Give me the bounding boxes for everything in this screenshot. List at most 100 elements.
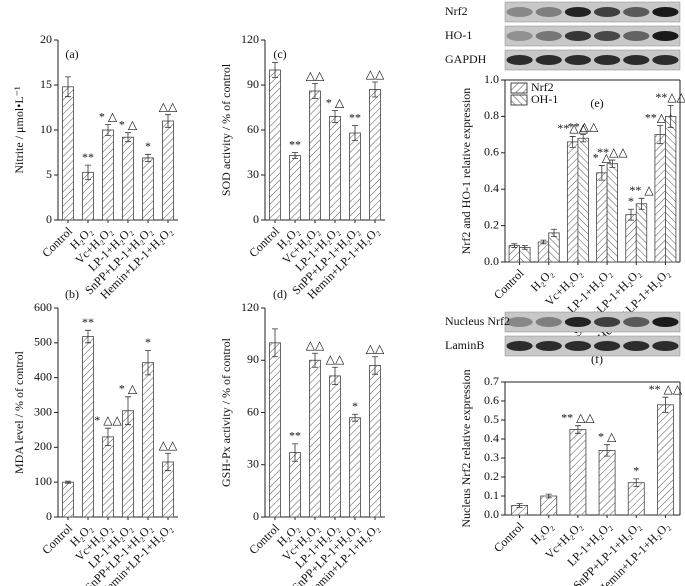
y-axis-title: GSH-Px activity / % of control — [219, 337, 233, 487]
significance-label: ** — [289, 137, 301, 151]
significance-label: **△△ — [557, 121, 588, 135]
error-bar — [272, 62, 278, 78]
blot-band — [506, 55, 533, 65]
error-bar — [667, 105, 674, 128]
blot-band — [652, 341, 679, 351]
legend-swatch — [510, 82, 528, 94]
bar — [577, 137, 589, 263]
blot-band — [593, 7, 621, 17]
bar — [289, 155, 301, 221]
bar — [122, 410, 134, 518]
significance-label: * △ — [326, 95, 345, 109]
significance-label: △△ — [326, 352, 345, 366]
error-bar — [312, 352, 318, 368]
bar — [349, 417, 361, 518]
error-bar — [85, 329, 91, 344]
significance-label: ** — [82, 315, 94, 329]
blot-band — [623, 341, 650, 351]
significance-label: * △ — [99, 109, 118, 123]
y-tick-label: 5 — [46, 167, 52, 181]
error-bar — [633, 478, 640, 487]
y-tick-label: 15 — [40, 77, 52, 91]
blot-band — [623, 7, 650, 17]
significance-label: * △ — [593, 150, 612, 164]
blot-band — [535, 31, 562, 41]
bar — [269, 342, 281, 518]
bar — [508, 245, 520, 263]
panel-label: (a) — [65, 47, 78, 61]
bar — [62, 86, 74, 221]
y-tick-label: 0.6 — [484, 393, 499, 407]
significance-label: * △ — [598, 429, 617, 443]
panel-label: (e) — [590, 96, 603, 110]
y-tick-label: 0 — [253, 212, 259, 226]
y-tick-label: 20 — [40, 32, 52, 46]
bar — [548, 232, 560, 263]
error-bar — [352, 413, 358, 422]
y-axis-title: Nitrite / μmol•L⁻¹ — [12, 86, 26, 174]
blot-band — [593, 317, 621, 327]
significance-label: ** △△ — [649, 382, 683, 396]
significance-label: △△ — [159, 99, 178, 113]
error-bar — [105, 427, 111, 446]
bar — [567, 141, 579, 263]
x-tick-label: Control — [491, 266, 527, 302]
y-tick-label: 0 — [46, 212, 52, 226]
y-tick-label: 0 — [253, 509, 259, 523]
bar — [596, 172, 608, 263]
bar — [654, 134, 666, 263]
y-tick-label: 0.7 — [484, 374, 499, 388]
panel-label: (c) — [273, 47, 286, 61]
error-bar — [569, 136, 576, 148]
y-tick-label: 30 — [247, 167, 259, 181]
blot-band — [652, 317, 679, 327]
error-bar — [516, 503, 523, 508]
y-axis-title: Nucleus Nrf2 relative expression — [459, 369, 473, 527]
error-bar — [292, 443, 298, 462]
legend-swatch — [510, 94, 528, 106]
error-bar — [65, 480, 71, 484]
blot-band — [535, 7, 562, 17]
y-tick-label: 600 — [34, 300, 52, 314]
error-bar — [609, 159, 616, 168]
panel-label: (d) — [273, 287, 287, 301]
y-tick-label: 1.0 — [484, 72, 499, 86]
error-bar — [551, 228, 557, 237]
blot-band — [506, 317, 533, 327]
significance-label: * — [145, 335, 151, 349]
legend-label: Nrf2 — [531, 80, 554, 94]
blot-label: LaminB — [445, 338, 484, 352]
error-bar — [292, 152, 298, 159]
blot-band — [623, 317, 650, 327]
y-tick-label: 0.3 — [484, 450, 499, 464]
significance-label: △△ — [159, 438, 178, 452]
significance-label: ** △△ — [561, 410, 595, 424]
bar — [635, 203, 648, 263]
y-tick-label: 0.8 — [484, 108, 499, 122]
y-tick-label: 30 — [247, 457, 259, 471]
blot-label: Nucleus Nrf2 — [445, 314, 510, 328]
error-bar — [125, 396, 131, 426]
blot-band — [593, 31, 621, 41]
y-tick-label: 90 — [247, 77, 259, 91]
significance-label: ** △ — [629, 183, 654, 197]
y-tick-label: 120 — [241, 32, 259, 46]
bar — [82, 336, 94, 518]
bar — [569, 429, 587, 516]
bar — [62, 481, 74, 518]
y-tick-label: 0.0 — [484, 507, 499, 521]
bar — [122, 136, 134, 221]
bar — [162, 120, 174, 221]
y-axis-title: MDA level / % of control — [12, 350, 26, 474]
error-bar — [372, 81, 378, 98]
bar — [309, 90, 321, 221]
error-bar — [628, 208, 634, 221]
error-bar — [332, 366, 338, 386]
y-tick-label: 500 — [34, 335, 52, 349]
error-bar — [598, 165, 605, 181]
significance-label: * — [628, 194, 634, 208]
significance-label: **△△ — [568, 119, 599, 133]
blot-band — [652, 7, 679, 17]
y-tick-label: 0.2 — [484, 217, 499, 231]
y-tick-label: 60 — [247, 122, 259, 136]
